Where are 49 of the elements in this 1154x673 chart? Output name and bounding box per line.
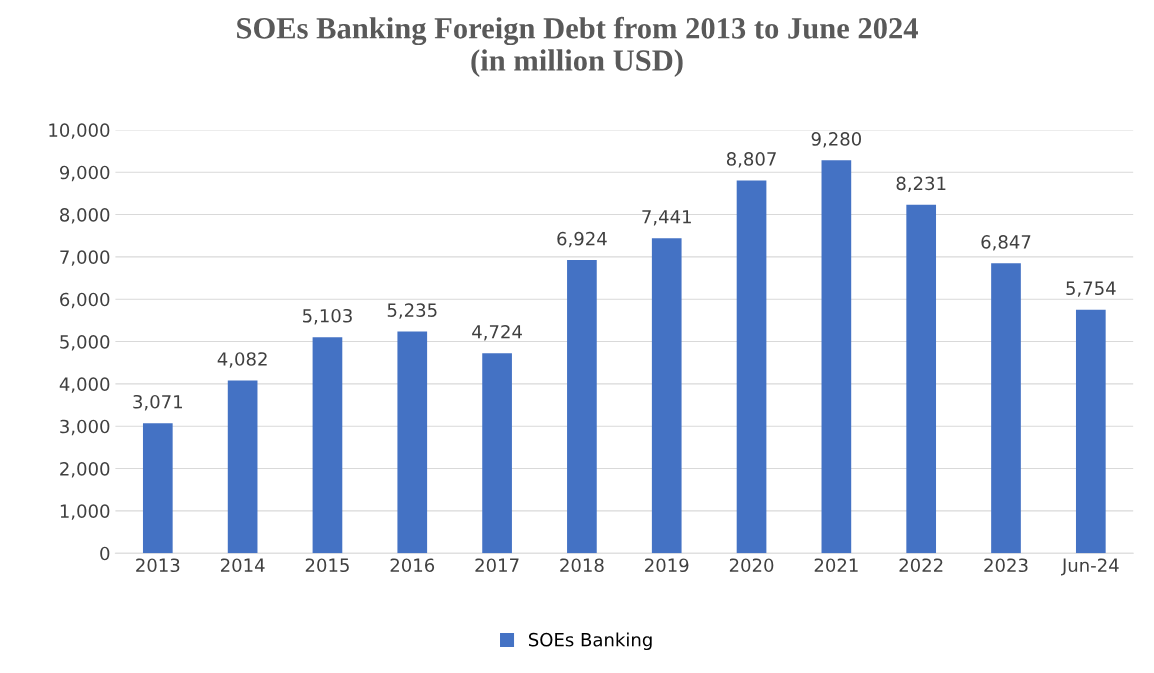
x-tick-label: 2023 [984, 558, 1028, 573]
x-tick-label: 2015 [305, 558, 349, 573]
x-tick-label: 2013 [136, 558, 180, 573]
x-tick-label: 2014 [220, 558, 265, 573]
data-label: 7,441 [642, 210, 691, 226]
bar [312, 337, 343, 554]
x-tick-label: 2019 [645, 558, 689, 573]
x-tick-label: 2022 [899, 558, 943, 573]
y-tick-label: 3,000 [60, 419, 110, 436]
legend-label: SOEs Banking [528, 632, 652, 651]
data-label: 5,235 [387, 303, 437, 319]
x-tick-label: 2018 [560, 558, 604, 573]
y-tick-label: 4,000 [59, 377, 110, 393]
data-label: 5,103 [303, 308, 352, 325]
bar [227, 380, 258, 554]
x-tick-label: 2016 [390, 558, 435, 573]
data-label: 6,924 [557, 231, 607, 248]
data-label: 8,231 [896, 176, 946, 193]
bar [397, 331, 428, 554]
data-label: 9,280 [811, 132, 862, 148]
bar [142, 423, 173, 554]
x-tick-label: Jun-24 [1061, 558, 1119, 576]
x-tick-label: 2020 [729, 558, 774, 573]
y-tick-label: 8,000 [60, 208, 110, 224]
bar [567, 260, 597, 554]
data-label: 5,754 [1066, 281, 1116, 297]
y-tick-label: 0 [100, 546, 110, 561]
bar [736, 180, 767, 554]
y-tick-label: 2,000 [60, 462, 110, 478]
data-label: 3,071 [133, 394, 182, 411]
bar [906, 204, 937, 554]
bar [651, 238, 682, 554]
bar [1075, 309, 1106, 554]
data-label: 6,847 [981, 235, 1031, 251]
chart-title: SOEs Banking Foreign Debt from 2013 to June 2024 (in million USD) [237, 16, 918, 78]
y-tick-label: 7,000 [60, 250, 110, 266]
y-tick-label: 10,000 [49, 123, 110, 139]
y-tick-label: 6,000 [60, 292, 110, 309]
x-tick-label: 2021 [814, 558, 858, 573]
x-tick-label: 2017 [475, 558, 519, 573]
y-tick-label: 1,000 [60, 504, 110, 520]
bar [821, 160, 852, 554]
y-tick-label: 5,000 [60, 335, 110, 351]
y-tick-label: 9,000 [59, 165, 110, 182]
data-label: 4,724 [472, 324, 522, 341]
bar [482, 353, 512, 554]
data-label: 4,082 [217, 352, 267, 368]
data-label: 8,807 [726, 152, 776, 168]
bar [991, 263, 1021, 554]
